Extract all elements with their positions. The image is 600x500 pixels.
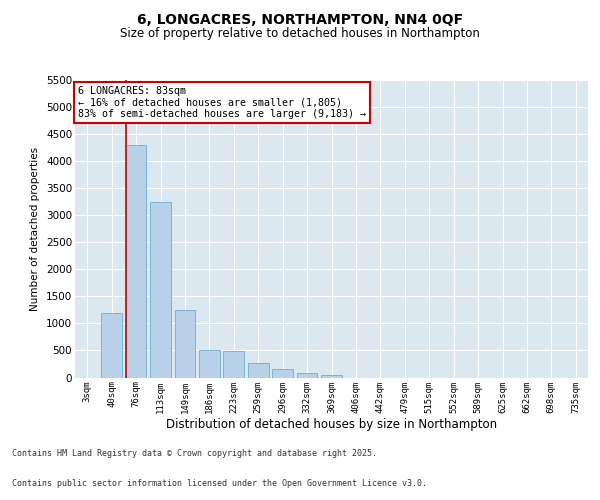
Text: 6, LONGACRES, NORTHAMPTON, NN4 0QF: 6, LONGACRES, NORTHAMPTON, NN4 0QF — [137, 12, 463, 26]
Bar — [150, 202, 171, 378]
Text: Contains public sector information licensed under the Open Government Licence v3: Contains public sector information licen… — [12, 478, 427, 488]
Bar — [296, 373, 317, 378]
Bar — [223, 351, 244, 378]
X-axis label: Distribution of detached houses by size in Northampton: Distribution of detached houses by size … — [166, 418, 497, 431]
Bar — [175, 310, 196, 378]
Bar — [199, 350, 220, 378]
Bar — [248, 363, 269, 378]
Bar — [272, 370, 293, 378]
Text: Contains HM Land Registry data © Crown copyright and database right 2025.: Contains HM Land Registry data © Crown c… — [12, 448, 377, 458]
Bar — [101, 312, 122, 378]
Y-axis label: Number of detached properties: Number of detached properties — [31, 146, 40, 311]
Bar — [125, 145, 146, 378]
Text: Size of property relative to detached houses in Northampton: Size of property relative to detached ho… — [120, 28, 480, 40]
Bar — [321, 375, 342, 378]
Text: 6 LONGACRES: 83sqm
← 16% of detached houses are smaller (1,805)
83% of semi-deta: 6 LONGACRES: 83sqm ← 16% of detached hou… — [77, 86, 365, 119]
